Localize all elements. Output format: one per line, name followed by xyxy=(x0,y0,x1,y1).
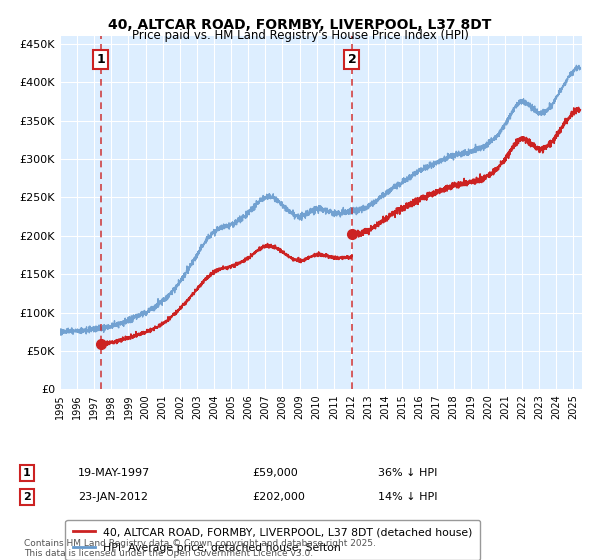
Text: 1: 1 xyxy=(97,53,105,66)
Text: 2: 2 xyxy=(347,53,356,66)
Text: 1: 1 xyxy=(23,468,31,478)
Text: Contains HM Land Registry data © Crown copyright and database right 2025.
This d: Contains HM Land Registry data © Crown c… xyxy=(24,539,376,558)
Text: 2: 2 xyxy=(23,492,31,502)
Text: £202,000: £202,000 xyxy=(252,492,305,502)
Text: £59,000: £59,000 xyxy=(252,468,298,478)
Text: 19-MAY-1997: 19-MAY-1997 xyxy=(78,468,150,478)
Text: 36% ↓ HPI: 36% ↓ HPI xyxy=(378,468,437,478)
Legend: 40, ALTCAR ROAD, FORMBY, LIVERPOOL, L37 8DT (detached house), HPI: Average price: 40, ALTCAR ROAD, FORMBY, LIVERPOOL, L37 … xyxy=(65,520,480,560)
Text: 40, ALTCAR ROAD, FORMBY, LIVERPOOL, L37 8DT: 40, ALTCAR ROAD, FORMBY, LIVERPOOL, L37 … xyxy=(109,18,491,32)
Text: 14% ↓ HPI: 14% ↓ HPI xyxy=(378,492,437,502)
Text: Price paid vs. HM Land Registry's House Price Index (HPI): Price paid vs. HM Land Registry's House … xyxy=(131,29,469,42)
Text: 23-JAN-2012: 23-JAN-2012 xyxy=(78,492,148,502)
